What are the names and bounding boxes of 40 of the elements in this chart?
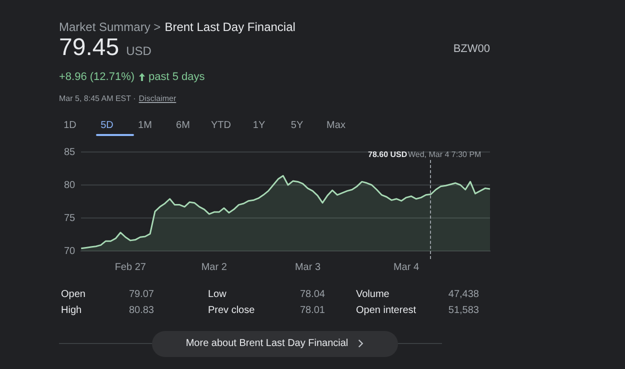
text: 1M: [138, 120, 152, 131]
y-tick-label: 85: [64, 146, 76, 158]
text: High: [61, 305, 82, 316]
text: 51,583: [448, 305, 479, 316]
text: BZW00: [453, 43, 490, 55]
x-tick-label: Feb 27: [114, 262, 146, 273]
text: 5Y: [290, 120, 304, 131]
text: +8.96 (12.71%): [59, 71, 135, 83]
text: 5D: [100, 120, 114, 131]
text: 1D: [64, 120, 76, 131]
annotation: 78.60 USD: [368, 150, 408, 159]
text: 1Y: [252, 120, 266, 131]
text: Disclaimer: [138, 94, 176, 103]
x-tick-label: Mar 3: [294, 262, 321, 273]
text: past 5 days: [148, 71, 205, 83]
annotation: Wed, Mar 4 7:30 PM: [408, 150, 482, 159]
text: 79.07: [128, 289, 154, 300]
y-tick-label: 80: [64, 180, 76, 191]
text: 6M: [176, 120, 190, 131]
text: Volume: [356, 289, 390, 300]
text: More about Brent Last Day Financial: [186, 338, 348, 349]
text: Open interest: [356, 305, 416, 316]
y-tick-label: 75: [64, 212, 76, 224]
text: 47,438: [448, 289, 479, 300]
text: 78.04: [300, 289, 325, 300]
x-tick-label: Mar 4: [393, 262, 420, 273]
x-tick-label: Mar 2: [201, 262, 228, 273]
text: USD: [126, 44, 152, 58]
text: 78.01: [300, 305, 325, 316]
text: Low: [208, 289, 226, 300]
text: Prev close: [208, 305, 255, 316]
chart-title: Brent Last Day Financial: [164, 20, 296, 34]
y-tick-label: 70: [64, 246, 76, 257]
text: 79.45: [59, 34, 120, 62]
text: Open: [61, 289, 86, 300]
text: Market Summary >: [59, 20, 161, 34]
text: 80.83: [128, 305, 154, 316]
text: Max: [326, 120, 346, 131]
text: YTD: [211, 120, 231, 131]
text: Mar 5, 8:45 AM EST ·: [59, 94, 136, 103]
